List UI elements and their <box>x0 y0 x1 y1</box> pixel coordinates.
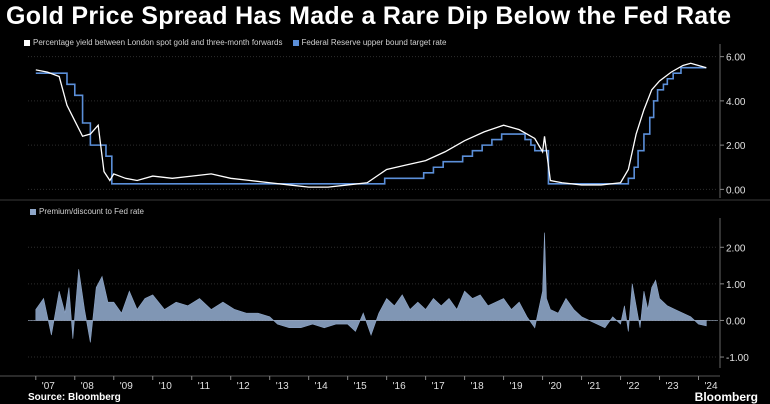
legend-item-gold-spread: Percentage yield between London spot gol… <box>24 38 283 47</box>
legend-label-fed-rate: Federal Reserve upper bound target rate <box>301 38 447 47</box>
x-tick-label: '08 <box>81 381 94 392</box>
x-tick-label: '12 <box>237 381 250 392</box>
x-tick-label: '22 <box>627 381 640 392</box>
chart-title: Gold Price Spread Has Made a Rare Dip Be… <box>6 2 732 30</box>
x-tick-label: '09 <box>120 381 133 392</box>
legend-label-premium: Premium/discount to Fed rate <box>39 207 144 216</box>
x-tick-label: '20 <box>549 381 562 392</box>
x-tick-label: '17 <box>432 381 445 392</box>
source-note: Source: Bloomberg <box>28 392 121 403</box>
x-tick-label: '18 <box>471 381 484 392</box>
bottom-y-tick-label: 1.00 <box>726 280 746 291</box>
legend-swatch-blue <box>292 39 299 46</box>
bottom-legend: Premium/discount to Fed rate <box>30 207 144 216</box>
top-legend: Percentage yield between London spot gol… <box>24 38 456 47</box>
legend-swatch-white <box>24 39 30 46</box>
legend-label-gold-spread: Percentage yield between London spot gol… <box>33 38 283 47</box>
x-tick-label: '07 <box>42 381 55 392</box>
legend-swatch-premium <box>30 208 36 215</box>
brand-logo-text: Bloomberg <box>694 390 758 404</box>
bottom-y-tick-label: 2.00 <box>726 243 746 254</box>
fed-rate-line <box>35 66 707 185</box>
x-tick-label: '21 <box>588 381 601 392</box>
x-tick-label: '16 <box>393 381 406 392</box>
x-tick-label: '13 <box>276 381 289 392</box>
premium-area <box>35 232 707 343</box>
legend-item-fed-rate: Federal Reserve upper bound target rate <box>292 38 447 47</box>
bottom-y-tick-label: -1.00 <box>726 353 749 364</box>
x-tick-label: '19 <box>510 381 523 392</box>
x-tick-label: '10 <box>159 381 172 392</box>
x-tick-label: '15 <box>354 381 367 392</box>
top-y-tick-label: 0.00 <box>726 185 746 196</box>
top-y-tick-label: 4.00 <box>726 97 746 108</box>
x-tick-label: '24 <box>705 381 718 392</box>
x-tick-label: '14 <box>315 381 328 392</box>
x-tick-label: '11 <box>198 381 211 392</box>
x-tick-label: '23 <box>666 381 679 392</box>
bottom-y-tick-label: 0.00 <box>726 316 746 327</box>
gold-spread-line <box>35 62 707 188</box>
top-y-tick-label: 2.00 <box>726 141 746 152</box>
top-y-tick-label: 6.00 <box>726 53 746 64</box>
